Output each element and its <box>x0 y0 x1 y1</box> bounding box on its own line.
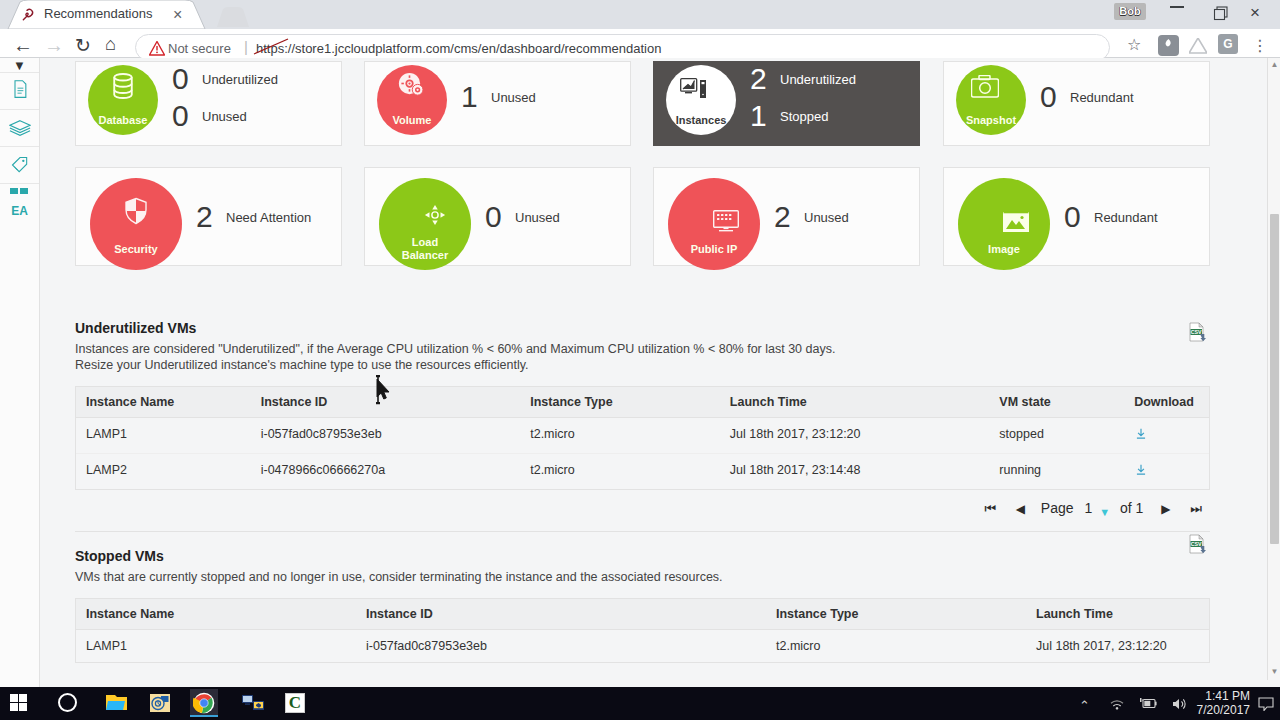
svg-text:CSV: CSV <box>1191 329 1202 335</box>
svg-text:CSV: CSV <box>1191 541 1202 547</box>
